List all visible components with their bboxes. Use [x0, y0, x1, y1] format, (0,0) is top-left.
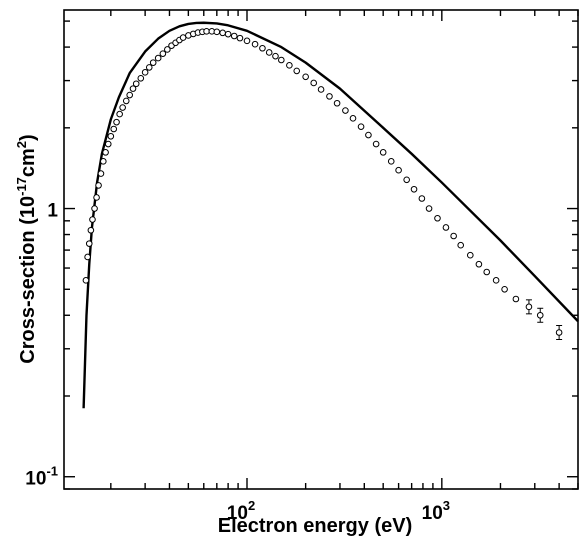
- data-point: [243, 37, 251, 45]
- data-point: [536, 311, 544, 319]
- data-point: [137, 74, 145, 82]
- data-point: [418, 195, 426, 202]
- data-point: [132, 80, 140, 88]
- data-point: [104, 140, 112, 148]
- data-point: [410, 185, 418, 193]
- y-tick-label-exp: -1: [46, 464, 58, 479]
- data-point: [219, 29, 226, 37]
- data-point: [97, 170, 105, 177]
- data-point: [89, 216, 96, 223]
- x-tick-label: 102: [227, 498, 255, 524]
- data-point: [224, 30, 232, 38]
- data-point: [326, 93, 333, 100]
- data-point: [387, 158, 395, 165]
- data-point: [555, 329, 563, 336]
- data-point: [293, 67, 301, 75]
- data-point: [203, 28, 210, 35]
- data-point: [434, 214, 441, 222]
- x-tick-label-exp: 2: [248, 498, 255, 513]
- data-point: [95, 182, 102, 189]
- data-point: [126, 91, 133, 99]
- data-point: [333, 99, 341, 107]
- data-point: [85, 240, 93, 247]
- data-point: [265, 49, 273, 56]
- data-point: [475, 260, 483, 268]
- x-tick-label-exp: 3: [443, 498, 450, 513]
- data-point: [93, 194, 100, 201]
- data-point: [442, 224, 450, 231]
- data-point: [357, 123, 365, 130]
- data-point: [372, 140, 380, 148]
- data-point: [119, 104, 126, 111]
- data-point: [113, 118, 120, 126]
- x-axis-label: Electron energy (eV): [218, 515, 413, 537]
- data-point: [278, 56, 285, 64]
- data-point: [122, 97, 130, 105]
- data-point: [272, 52, 279, 60]
- data-point: [100, 158, 107, 165]
- data-point: [110, 125, 118, 133]
- y-axis-label-unit: cm: [17, 148, 39, 177]
- y-axis-label-close: ): [17, 134, 39, 141]
- data-point: [342, 107, 349, 114]
- data-point: [82, 277, 90, 284]
- plot-frame: [63, 9, 579, 490]
- x-tick-label: 103: [422, 498, 450, 524]
- data-point: [317, 86, 325, 93]
- data-point: [141, 69, 149, 76]
- data-point: [129, 85, 137, 92]
- y-axis-label: Cross-section (10-17cm2): [14, 134, 39, 363]
- data-point: [145, 64, 153, 71]
- data-point: [365, 131, 372, 139]
- data-point: [286, 62, 293, 69]
- y-tick-label: 10-1: [25, 464, 58, 490]
- y-axis-label-unit-exp: 2: [14, 141, 29, 148]
- data-point: [379, 149, 387, 156]
- data-point: [483, 268, 491, 276]
- data-point: [492, 277, 500, 284]
- y-axis-label-main: Cross-section (10: [17, 196, 39, 364]
- data-point: [116, 110, 123, 118]
- y-tick-label-base: 1: [47, 201, 58, 222]
- data-point: [466, 251, 474, 259]
- data-point: [87, 226, 95, 234]
- data-point: [84, 253, 91, 261]
- data-point: [164, 46, 171, 53]
- data-point: [457, 241, 465, 249]
- y-tick-label: 1: [47, 201, 58, 222]
- data-point: [403, 176, 410, 184]
- data-point: [213, 28, 221, 36]
- model-curve: [82, 21, 579, 409]
- data-markers: [82, 28, 563, 340]
- data-point: [525, 303, 533, 311]
- x-tick-label-base: 10: [227, 503, 248, 524]
- data-point: [501, 285, 508, 293]
- data-point: [230, 32, 238, 40]
- data-point: [259, 44, 266, 52]
- data-point: [149, 59, 157, 66]
- y-axis-label-exp: -17: [14, 177, 29, 196]
- data-point: [395, 166, 402, 174]
- data-point: [349, 115, 357, 122]
- data-point: [154, 54, 162, 62]
- data-point: [512, 295, 520, 303]
- data-point: [159, 50, 167, 57]
- data-point: [450, 232, 457, 240]
- data-point: [102, 149, 109, 156]
- data-point: [302, 73, 309, 81]
- x-tick-label-base: 10: [422, 503, 443, 524]
- data-point: [236, 34, 244, 42]
- data-point: [91, 205, 98, 212]
- data-point: [251, 40, 259, 48]
- axis-ticks: [64, 10, 579, 490]
- data-point: [310, 79, 318, 87]
- data-point: [107, 132, 115, 140]
- data-point: [425, 205, 433, 212]
- y-tick-label-base: 10: [25, 469, 46, 490]
